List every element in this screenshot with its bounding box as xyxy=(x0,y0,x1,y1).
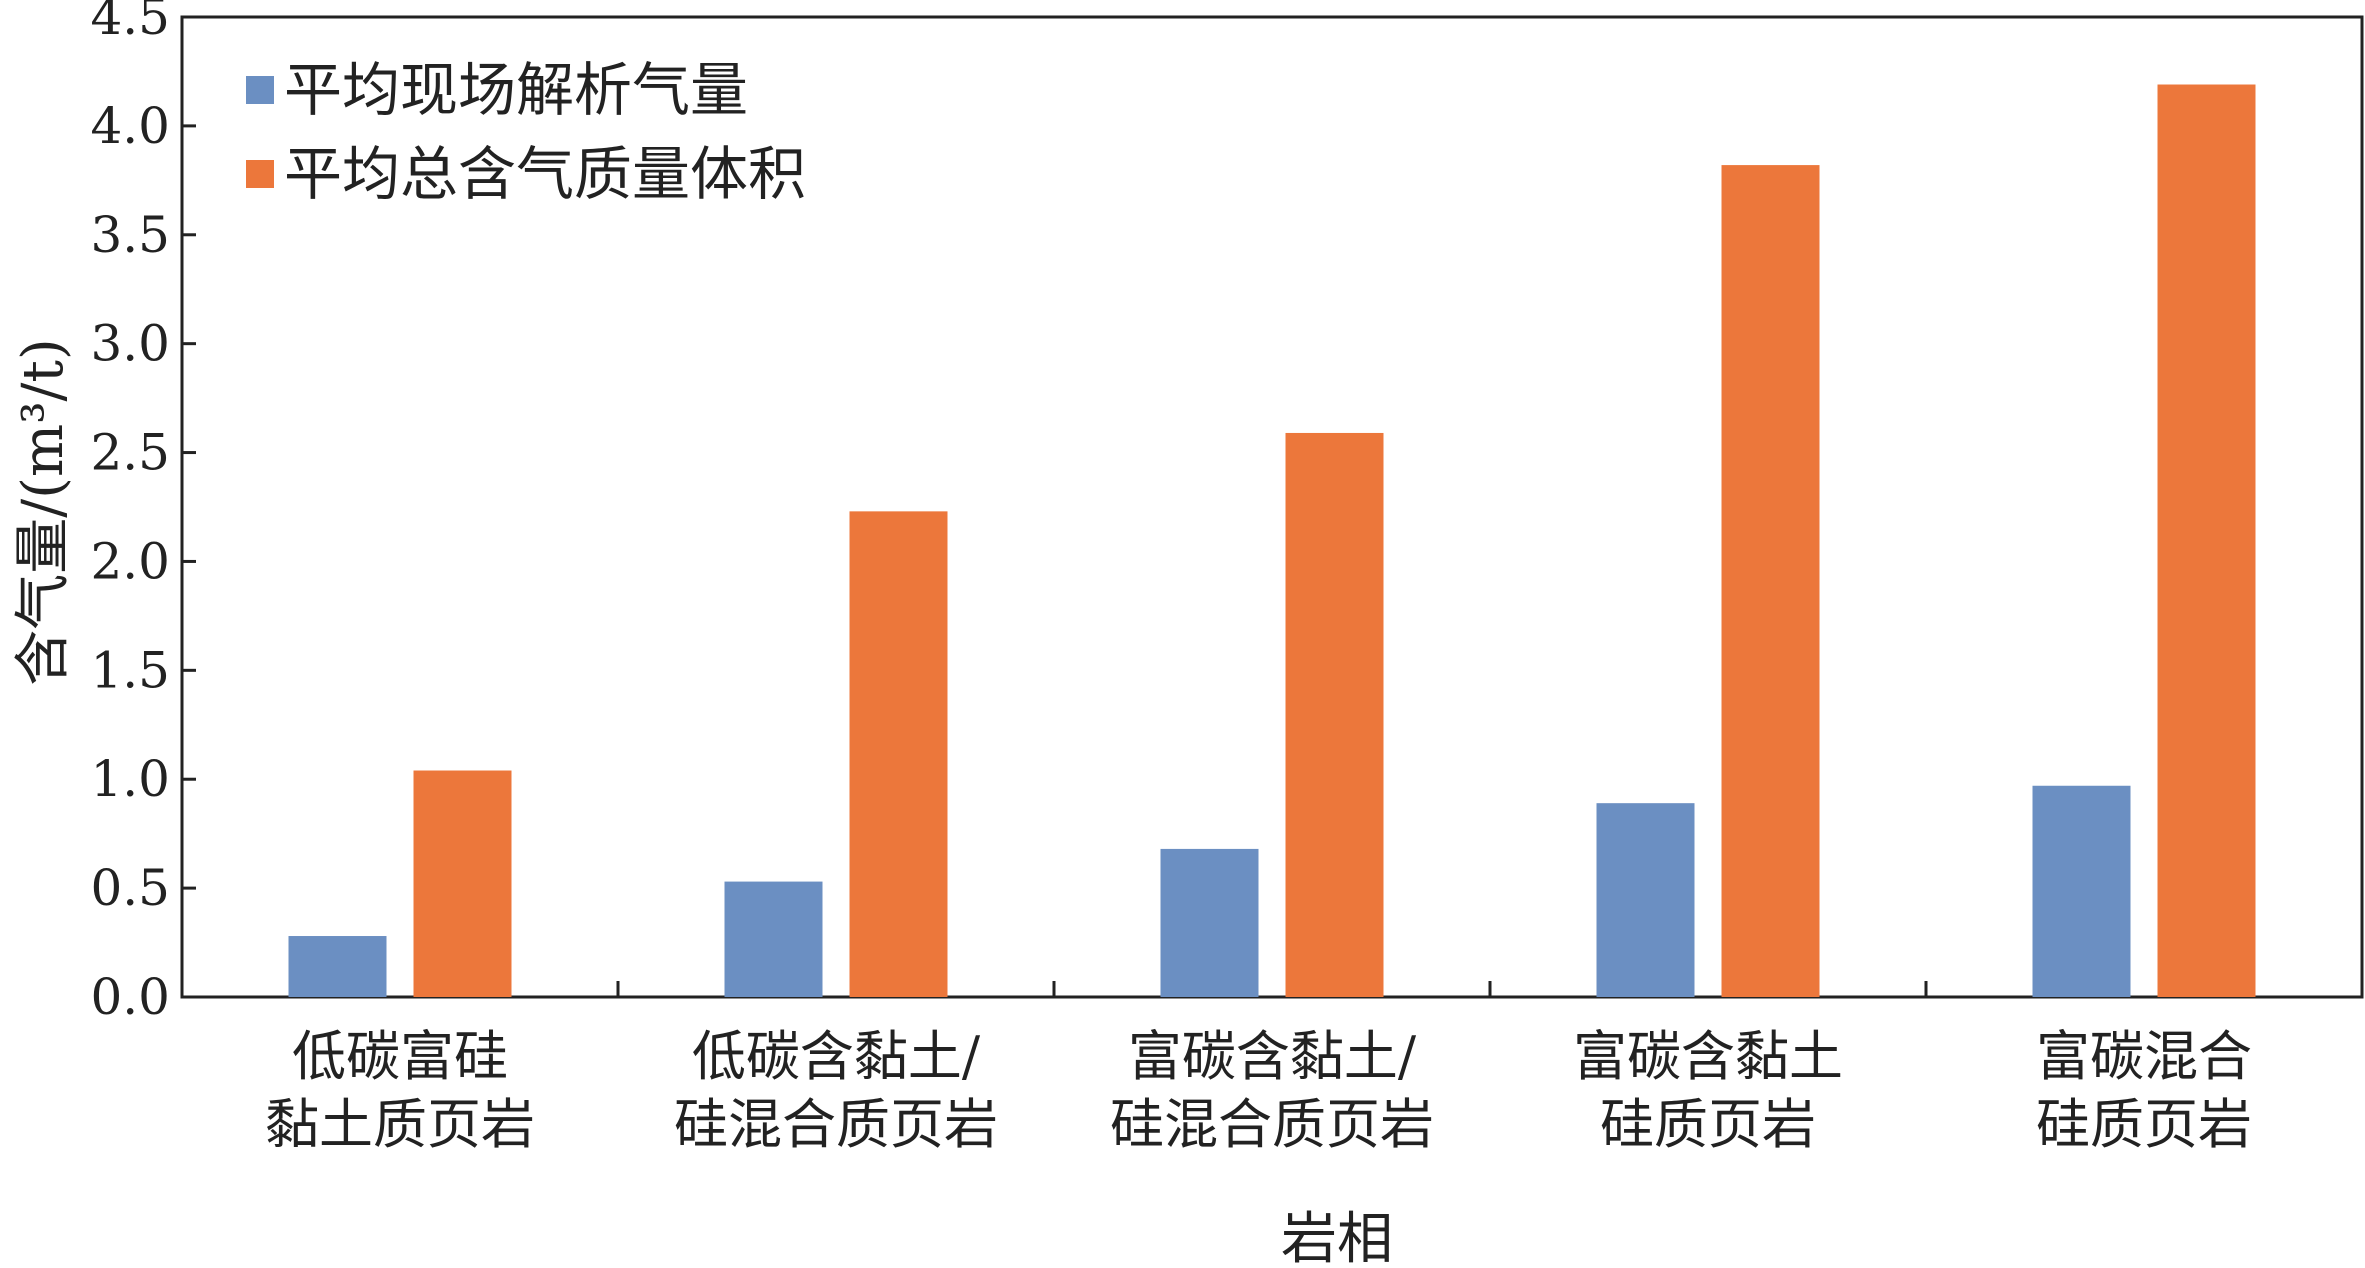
y-tick-label: 3.5 xyxy=(90,206,170,264)
y-tick-label: 2.5 xyxy=(90,424,170,482)
legend-label-1: 平均现场解析气量 xyxy=(284,56,748,124)
y-tick-label: 4.5 xyxy=(90,0,170,46)
bar-desorbed-gas-5 xyxy=(2032,785,2131,997)
y-tick-label: 1.5 xyxy=(90,641,170,699)
x-category-label: 硅质页岩 xyxy=(1600,1093,1816,1156)
bar-total-gas-3 xyxy=(1285,432,1384,997)
y-tick-label: 0.5 xyxy=(90,859,170,917)
bar-desorbed-gas-3 xyxy=(1160,848,1259,997)
y-tick-label: 1.0 xyxy=(90,750,170,808)
legend-label-2: 平均总含气质量体积 xyxy=(284,140,806,208)
y-axis-title: 含气量/(m³/t) xyxy=(11,338,76,685)
y-tick-label: 0.0 xyxy=(90,968,170,1026)
plot-frame xyxy=(180,15,2364,999)
x-category-label: 硅混合质页岩 xyxy=(1110,1093,1434,1156)
x-category-label: 硅质页岩 xyxy=(2036,1093,2252,1156)
bar-desorbed-gas-2 xyxy=(724,881,823,997)
y-tick-label: 3.0 xyxy=(90,315,170,373)
bar-total-gas-1 xyxy=(413,770,512,997)
legend-swatch-1 xyxy=(246,76,274,104)
x-category-label: 富碳含黏土 xyxy=(1573,1025,1843,1088)
y-tick-label: 4.0 xyxy=(90,97,170,155)
bar-total-gas-5 xyxy=(2157,84,2256,997)
bar-desorbed-gas-1 xyxy=(288,936,387,997)
bar-total-gas-2 xyxy=(849,511,948,997)
legend-swatch-2 xyxy=(246,160,274,188)
x-category-label: 低碳含黏土/ xyxy=(692,1025,981,1088)
x-category-label: 富碳混合 xyxy=(2036,1025,2252,1088)
x-category-label: 富碳含黏土/ xyxy=(1128,1025,1417,1088)
x-axis-title: 岩相 xyxy=(1281,1207,1393,1268)
bar-total-gas-4 xyxy=(1721,165,1820,998)
y-tick-label: 2.0 xyxy=(90,532,170,590)
x-category-label: 硅混合质页岩 xyxy=(674,1093,998,1156)
x-category-label: 低碳富硅 xyxy=(292,1025,508,1088)
x-category-label: 黏土质页岩 xyxy=(265,1093,535,1156)
bar-desorbed-gas-4 xyxy=(1596,803,1695,997)
